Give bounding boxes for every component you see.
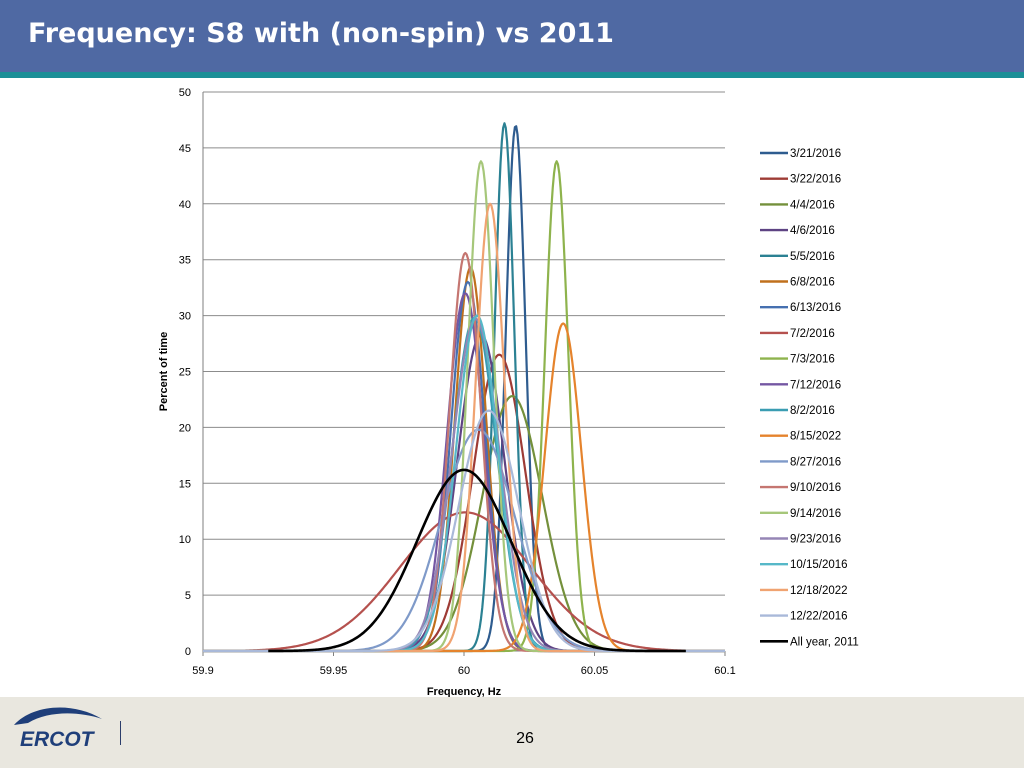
legend-label: 12/22/2016 [790, 611, 848, 623]
legend-label: 9/10/2016 [790, 482, 841, 494]
legend-label: 5/5/2016 [790, 251, 835, 263]
legend-label: 7/2/2016 [790, 328, 835, 340]
legend-label: 9/23/2016 [790, 534, 841, 546]
x-axis-title: Frequency, Hz [427, 686, 502, 697]
y-tick-label: 50 [179, 87, 191, 99]
slide-title: Frequency: S8 with (non-spin) vs 2011 [28, 18, 614, 49]
x-tick-label: 60 [458, 665, 470, 677]
legend-label: 3/22/2016 [790, 174, 841, 186]
series-line-8 [202, 511, 725, 653]
y-tick-label: 15 [179, 478, 191, 490]
legend-label: 3/21/2016 [790, 148, 841, 160]
legend-label: 10/15/2016 [790, 559, 848, 571]
x-tick-label: 59.9 [192, 665, 213, 677]
page-number: 26 [516, 730, 534, 747]
y-tick-label: 35 [179, 255, 191, 267]
ercot-logo: ERCOT [14, 707, 102, 751]
legend-label: 6/13/2016 [790, 302, 841, 314]
y-axis-title: Percent of time [158, 332, 170, 411]
y-tick-label: 30 [179, 311, 191, 323]
series-line-7 [203, 280, 725, 653]
y-tick-label: 20 [179, 422, 191, 434]
footer-divider [120, 721, 121, 745]
legend-label: 7/3/2016 [790, 354, 835, 366]
frequency-distribution-chart: 0 5 10 15 20 25 30 35 40 45 50 59.9 59.95 60 60.05 60.1… [158, 87, 859, 697]
y-tick-label: 10 [179, 534, 191, 546]
y-tick-label: 40 [179, 199, 191, 211]
title-bar: Frequency: S8 with (non-spin) vs 2011 [0, 0, 1024, 72]
logo-text: ERCOT [20, 728, 96, 751]
legend-label: 4/4/2016 [790, 199, 835, 211]
legend-label: 7/12/2016 [790, 379, 841, 391]
series-line-20 [267, 468, 687, 653]
legend-label: 8/2/2016 [790, 405, 835, 417]
y-tick-label: 25 [179, 367, 191, 379]
legend-label: 9/14/2016 [790, 508, 841, 520]
legend-label: 6/8/2016 [790, 277, 835, 289]
y-tick-label: 0 [185, 646, 191, 658]
x-tick-label: 59.95 [320, 665, 348, 677]
legend-label: 4/6/2016 [790, 225, 835, 237]
legend-label: 12/18/2022 [790, 585, 848, 597]
y-tick-label: 45 [179, 143, 191, 155]
logo-swoosh [14, 707, 102, 725]
footer: ERCOT 26 [0, 697, 1024, 768]
legend-label: All year, 2011 [790, 636, 859, 648]
title-accent-line [0, 72, 1024, 78]
legend-label: 8/15/2022 [790, 431, 841, 443]
y-tick-label: 5 [185, 590, 191, 602]
x-tick-label: 60.05 [581, 665, 609, 677]
legend-label: 8/27/2016 [790, 456, 841, 468]
x-tick-label: 60.1 [714, 665, 735, 677]
